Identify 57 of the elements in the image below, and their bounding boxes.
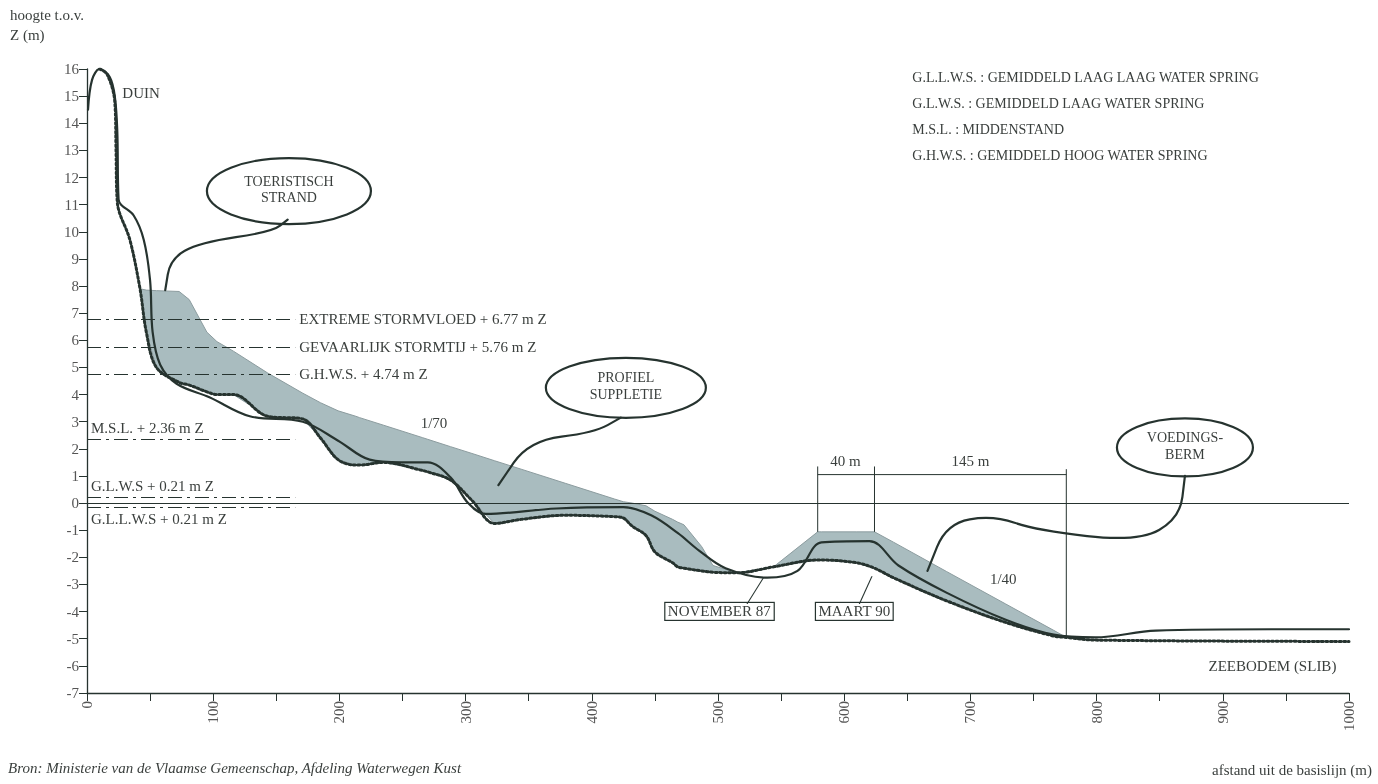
ref-line-label: G.H.W.S. + 4.74 m Z [299, 366, 428, 383]
y-tick-label: 12 [64, 169, 79, 186]
y-tick-label: 5 [71, 359, 79, 376]
y-tick-label: 14 [64, 115, 80, 132]
ref-line-label: GEVAARLIJK STORMTIJ + 5.76 m Z [299, 338, 537, 355]
annotation: G.L.L.W.S. : GEMIDDELD LAAG LAAG WATER SPRING [912, 69, 1259, 85]
annotation: 145 m [951, 452, 990, 469]
y-tick-label: 1 [71, 467, 79, 484]
x-tick-label: 100 [205, 701, 222, 724]
y-tick-label: -4 [66, 603, 80, 620]
x-tick-label: 200 [331, 701, 348, 724]
annotation: G.L.W.S. : GEMIDDELD LAAG WATER SPRING [912, 96, 1205, 112]
annotation: 1/40 [989, 570, 1017, 587]
annotation: TOERISTISCH STRAND [244, 173, 334, 206]
x-tick-label: 900 [1214, 701, 1231, 724]
y-tick-label: 6 [71, 332, 80, 349]
annotation: M.S.L. : MIDDENSTAND [912, 122, 1065, 138]
ref-line-label: EXTREME STORMVLOED + 6.77 m Z [299, 311, 547, 328]
y-tick-label: 8 [71, 278, 79, 295]
x-tick-label: 500 [710, 701, 726, 724]
y-tick-label: 15 [64, 88, 79, 105]
y-tick-label: 13 [64, 142, 79, 159]
ref-line-label: M.S.L. + 2.36 m Z [91, 419, 204, 436]
y-axis-title: hoogte t.o.v. Z (m) [10, 7, 85, 45]
y-tick-label: 3 [71, 413, 79, 430]
y-tick-label: 9 [71, 250, 79, 267]
ref-line-label: G.L.W.S + 0.21 m Z [91, 477, 214, 494]
y-tick-label: -2 [66, 549, 79, 566]
y-tick-label: 11 [64, 196, 79, 213]
y-tick-label: 7 [71, 305, 80, 322]
x-axis-title: afstand uit de basislijn (m) [1212, 762, 1372, 780]
y-tick-label: -1 [66, 522, 79, 539]
x-tick-label: 1000 [1341, 701, 1357, 731]
annotation: VOEDINGS-BERM [1146, 430, 1224, 463]
x-tick-label: 700 [962, 701, 979, 724]
annotation: ZEEBODEM (SLIB) [1208, 657, 1337, 675]
y-tick-label: -6 [66, 657, 80, 674]
annotation: PROFIEL SUPPLETIE [589, 370, 663, 403]
annotation: 1/70 [420, 414, 448, 431]
annotation: G.H.W.S. : GEMIDDELD HOOG WATER SPRING [912, 148, 1208, 164]
y-tick-label: 16 [64, 61, 80, 77]
y-tick-label: 0 [71, 495, 79, 512]
text: Bron: Ministerie van de Vlaamse Gemeenschap, Afdeling Waterwegen Kust [8, 760, 462, 777]
y-tick-label: -7 [66, 685, 80, 701]
x-tick-label: 0 [79, 701, 95, 709]
x-tick-label: 400 [583, 701, 600, 724]
annotation: 40 m [830, 452, 861, 469]
x-tick-label: 600 [836, 701, 853, 724]
y-tick-label: -3 [66, 576, 79, 593]
y-tick-label: 4 [71, 386, 80, 403]
y-tick-label: 2 [71, 440, 79, 457]
y-tick-label: -5 [66, 630, 79, 647]
x-tick-label: 800 [1088, 701, 1105, 724]
x-tick-label: 300 [457, 701, 474, 724]
annotation: DUIN [122, 85, 160, 102]
y-tick-label: 10 [64, 223, 79, 240]
ref-line-label: G.L.L.W.S + 0.21 m Z [91, 510, 227, 527]
